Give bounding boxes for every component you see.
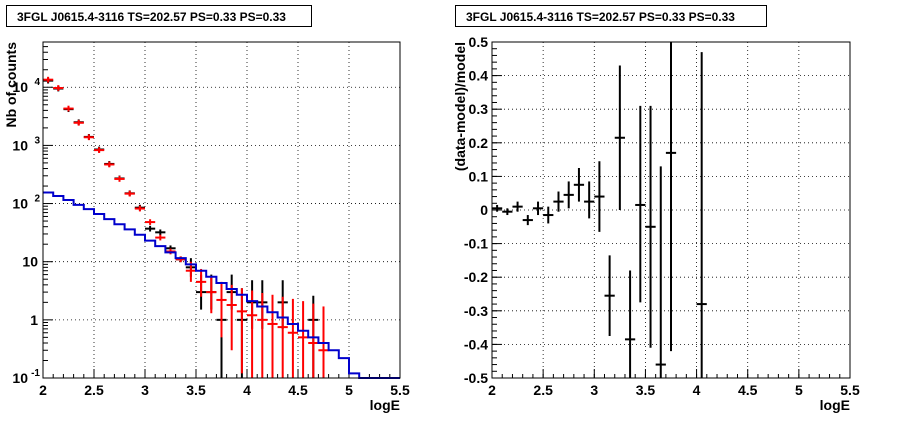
right-data-point xyxy=(635,105,646,303)
left-y-axis-title: Nb of counts xyxy=(3,42,19,128)
right-x-tick-label: 2 xyxy=(488,382,496,398)
left-data-point xyxy=(94,147,105,153)
right-data-point xyxy=(665,42,677,352)
right-data-point xyxy=(553,191,564,212)
left-series-0 xyxy=(43,77,319,378)
right-data-point xyxy=(594,161,605,232)
left-series-2 xyxy=(43,191,400,379)
left-y-tick-label: 1 xyxy=(30,312,38,328)
left-x-tick-label: 2 xyxy=(39,382,47,398)
left-y-tick-label: 10 xyxy=(12,196,28,212)
right-data-point xyxy=(584,181,595,219)
left-data-point xyxy=(43,76,54,83)
left-data-point xyxy=(267,294,278,378)
right-x-tick-label: 4 xyxy=(693,382,701,398)
right-y-tick-label: 0.3 xyxy=(469,101,489,117)
right-data-point xyxy=(543,206,554,224)
left-data-point xyxy=(83,134,94,141)
left-data-point xyxy=(145,225,156,232)
right-data-point xyxy=(614,65,625,210)
right-data-point xyxy=(696,52,707,378)
right-x-tick-label: 3.5 xyxy=(636,382,656,398)
left-data-point xyxy=(63,105,74,112)
left-x-tick-label: 5 xyxy=(345,382,353,398)
left-y-tick-label: 10 xyxy=(12,137,28,153)
right-x-tick-label: 5 xyxy=(795,382,803,398)
right-data-point xyxy=(563,181,574,209)
left-data-point xyxy=(114,176,125,182)
left-y-tick-exponent: -1 xyxy=(31,368,40,379)
right-y-tick-label: 0.2 xyxy=(469,135,489,151)
right-chart-title: 3FGL J0615.4-3116 TS=202.57 PS=0.33 PS=0… xyxy=(455,5,767,27)
left-x-tick-label: 3.5 xyxy=(186,382,206,398)
right-data-point xyxy=(573,168,585,202)
right-chart: 2 2.5 3 3.5 4 4.5 5 5.5 -0.5 -0.4 -0.3 -0.2 -0.1 0 0.1… xyxy=(452,34,860,413)
left-data-point xyxy=(134,205,145,212)
left-y-tick-label: 10 xyxy=(12,370,28,386)
right-y-tick-label: -0.5 xyxy=(464,370,488,386)
left-model-step-line xyxy=(43,191,400,379)
right-y-tick-label: -0.1 xyxy=(464,236,488,252)
left-plot-frame xyxy=(42,41,401,379)
left-data-point xyxy=(73,119,84,126)
right-series-0 xyxy=(492,42,707,378)
left-data-point xyxy=(287,298,298,378)
right-data-point xyxy=(502,208,513,216)
left-data-point xyxy=(206,276,217,314)
left-data-point xyxy=(247,290,258,378)
left-y-tick-label: 10 xyxy=(12,79,28,95)
left-x-tick-label: 2.5 xyxy=(84,382,104,398)
left-data-point xyxy=(196,268,207,297)
left-x-tick-label: 3 xyxy=(141,382,149,398)
right-data-point xyxy=(645,105,656,348)
left-data-point xyxy=(236,288,247,374)
right-data-point xyxy=(522,215,533,226)
left-data-point xyxy=(155,229,166,236)
right-data-point xyxy=(655,166,666,378)
left-data-point xyxy=(145,219,156,225)
right-y-tick-label: 0.5 xyxy=(469,34,489,50)
left-data-point xyxy=(308,303,319,378)
right-x-tick-label: 5.5 xyxy=(840,382,860,398)
left-data-point xyxy=(53,85,64,91)
right-y-tick-label: 0.1 xyxy=(469,168,489,184)
right-data-point xyxy=(604,255,615,336)
left-data-point xyxy=(277,296,288,378)
right-plot-frame xyxy=(491,41,851,379)
left-series-1 xyxy=(43,76,329,378)
right-y-tick-label: -0.4 xyxy=(464,336,488,352)
left-data-point xyxy=(155,234,166,241)
right-x-tick-label: 2.5 xyxy=(533,382,553,398)
right-x-tick-label: 4.5 xyxy=(738,382,758,398)
left-y-tick-exponent: 4 xyxy=(34,77,40,88)
right-x-axis-title: logE xyxy=(820,397,850,413)
right-y-tick-label: 0.4 xyxy=(469,68,489,84)
right-y-tick-label: -0.2 xyxy=(464,269,488,285)
right-x-tick-label: 3 xyxy=(590,382,598,398)
right-data-point xyxy=(624,270,636,378)
left-data-point xyxy=(104,161,115,168)
left-x-axis-title: logE xyxy=(370,397,400,413)
right-y-tick-label: -0.3 xyxy=(464,303,488,319)
left-y-tick-exponent: 2 xyxy=(34,194,40,205)
right-data-point xyxy=(492,204,503,212)
left-data-point xyxy=(298,301,309,378)
right-y-tick-label: 0 xyxy=(480,202,488,218)
right-data-point xyxy=(512,201,523,212)
left-data-point xyxy=(216,281,227,338)
left-y-tick-label: 10 xyxy=(22,254,38,270)
left-data-point xyxy=(226,284,237,351)
left-x-tick-label: 4.5 xyxy=(288,382,308,398)
left-x-tick-label: 5.5 xyxy=(390,382,410,398)
right-y-axis-title: (data-model)/model xyxy=(452,42,468,171)
left-chart-title: 3FGL J0615.4-3116 TS=202.57 PS=0.33 PS=0… xyxy=(6,5,312,27)
right-data-point xyxy=(532,201,544,216)
left-data-point xyxy=(124,190,135,197)
left-y-tick-exponent: 3 xyxy=(34,135,40,146)
left-x-tick-label: 4 xyxy=(243,382,251,398)
